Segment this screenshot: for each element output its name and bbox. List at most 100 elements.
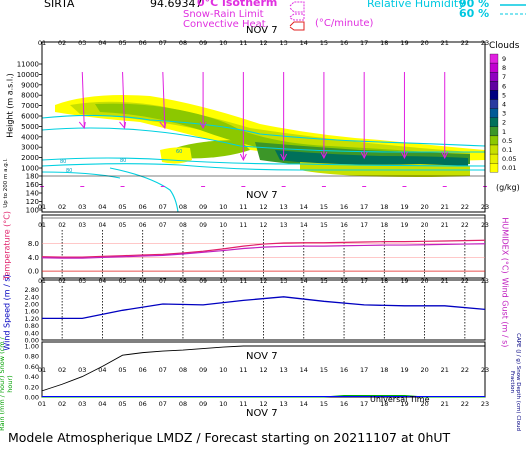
bottom-hour-label: 14 xyxy=(300,400,308,408)
convective-arrowhead xyxy=(401,151,408,160)
rain-hour-label: 11 xyxy=(239,366,247,374)
top-hour-label: 10 xyxy=(219,39,227,47)
wind-hour-label: 16 xyxy=(340,278,348,285)
convective-arrowhead xyxy=(159,121,167,130)
temperature-line xyxy=(41,239,486,258)
top-hour-label: 22 xyxy=(461,39,469,47)
convective-arrowhead xyxy=(320,151,328,160)
rain-hour-label: 09 xyxy=(199,366,207,374)
convective-arrow xyxy=(122,71,126,129)
rain-hour-label: 21 xyxy=(441,366,449,374)
colorbar-tick: 5 xyxy=(502,91,506,99)
colorbar-tick: 3 xyxy=(502,110,506,118)
wind-hour-label: 14 xyxy=(300,278,308,285)
bottom-hour-label: 20 xyxy=(420,400,428,408)
temp-hour-label: 15 xyxy=(320,222,328,229)
temp-hour-label: 18 xyxy=(380,222,388,229)
clouds-hour-label: 08 xyxy=(179,203,187,211)
colorbar-cell xyxy=(489,144,499,155)
rh-contour-5 xyxy=(41,171,121,179)
temp-hour-label: 02 xyxy=(58,222,66,229)
colorbar-cell xyxy=(489,62,499,73)
temp-tick: 8.0 xyxy=(28,240,39,248)
convective-arrow xyxy=(162,71,166,129)
height-tick: 1000 xyxy=(21,165,39,173)
clouds-hour-label: 13 xyxy=(279,203,287,211)
bottom-hour-label: 10 xyxy=(219,400,227,408)
colorbar-cell xyxy=(489,153,499,164)
wind-hour-label: 12 xyxy=(260,278,268,285)
legend-isotherm: 0°C isotherm xyxy=(197,0,278,9)
rain-hour-label: 07 xyxy=(159,366,167,374)
temp-hour-label: 20 xyxy=(421,222,429,229)
top-hour-label: 18 xyxy=(380,39,388,47)
colorbar-tick: 0.05 xyxy=(502,155,516,163)
colorbar-tick: 7 xyxy=(502,73,506,81)
colorbar-cell xyxy=(489,99,499,109)
colorbar-cell xyxy=(489,126,499,137)
clouds-hour-label: 09 xyxy=(199,203,207,211)
height-tick: 6000 xyxy=(21,113,39,121)
top-hour-label: 06 xyxy=(139,39,147,47)
temp-hour-label: 22 xyxy=(461,222,469,229)
colorbar-tick: 0.01 xyxy=(502,164,516,172)
site-value: 94.69347 xyxy=(150,0,203,10)
bottom-hour-label: 21 xyxy=(441,400,449,408)
rain-hour-label: 03 xyxy=(78,366,86,374)
temp-hour-label: 03 xyxy=(78,222,86,229)
wind-hour-label: 18 xyxy=(380,278,388,285)
wind-tick: 0.40 xyxy=(25,329,39,337)
bottom-hour-label: 01 xyxy=(38,400,46,408)
wind-tick: 2.00 xyxy=(25,301,39,309)
height-tick: 140 xyxy=(26,190,39,198)
convective-arrowhead xyxy=(441,151,449,160)
isotherm-label: 60 xyxy=(176,149,182,155)
temp-hour-label: 14 xyxy=(300,222,308,229)
clouds-hour-label: 10 xyxy=(219,203,227,211)
rain-hour-label: 04 xyxy=(98,366,106,374)
bottom-date-label: NOV 7 xyxy=(246,408,278,419)
top-hour-label: 03 xyxy=(78,39,86,47)
rain-hour-label: 19 xyxy=(400,366,408,374)
legend-snow: Snow-Rain Limit xyxy=(183,9,264,20)
top-hour-label: 08 xyxy=(179,39,187,47)
universal-time: Universal Time xyxy=(370,395,430,404)
bottom-hour-label: 06 xyxy=(139,400,147,408)
height-tick: 10000 xyxy=(17,71,39,79)
convective-arrowhead xyxy=(280,153,288,162)
rain-hour-label: 06 xyxy=(139,366,147,374)
clouds-hour-label: 12 xyxy=(259,203,267,211)
colorbar-tick: 1 xyxy=(502,128,506,136)
rain-tick: 0.20 xyxy=(25,383,39,391)
wind-hour-label: 05 xyxy=(119,278,127,285)
bottom-hour-label: 17 xyxy=(360,400,368,408)
footer-title: Modele Atmospherique LMDZ / Forecast sta… xyxy=(8,430,451,445)
colorbar-cell xyxy=(489,90,499,100)
wind-tick: 0.00 xyxy=(25,337,39,345)
rain-hour-label: 05 xyxy=(118,366,126,374)
wind-tick: 1.20 xyxy=(25,315,39,323)
bottom-hour-label: 19 xyxy=(400,400,408,408)
clouds-hour-label: 20 xyxy=(420,203,428,211)
wind-hour-label: 21 xyxy=(441,278,449,285)
colorbar-tick: 0.5 xyxy=(502,137,512,145)
wind-tick: 2.80 xyxy=(25,286,39,294)
clouds-hour-label: 11 xyxy=(239,203,247,211)
clouds-hour-label: 05 xyxy=(118,203,126,211)
top-hour-label: 04 xyxy=(98,39,106,47)
top-hour-label: 15 xyxy=(320,39,328,47)
clouds-hour-label: 14 xyxy=(300,203,308,211)
wind-hour-label: 15 xyxy=(320,278,328,285)
colorbar-tick: 8 xyxy=(502,64,506,72)
bottom-hour-label: 15 xyxy=(320,400,328,408)
conv-legend-line xyxy=(289,21,305,31)
rh-contour-1 xyxy=(41,127,485,153)
rain-hour-label: 08 xyxy=(179,366,187,374)
legend-rh-90: 90 % xyxy=(459,0,490,10)
bottom-hour-label: 05 xyxy=(118,400,126,408)
temp-hour-label: 16 xyxy=(340,222,348,229)
wind-speed-line xyxy=(42,296,486,320)
clouds-hour-label: 16 xyxy=(340,203,348,211)
